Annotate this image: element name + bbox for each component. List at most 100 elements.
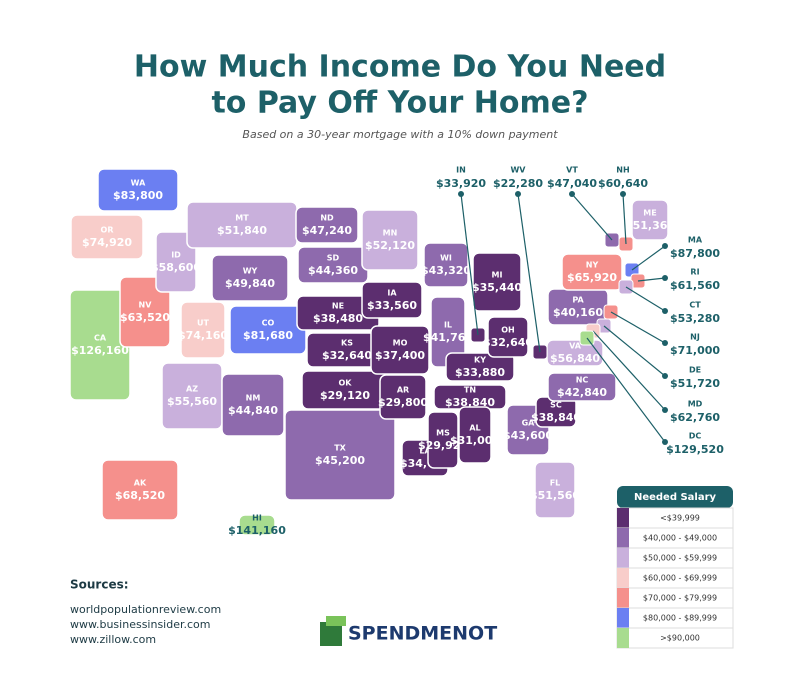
legend-swatch xyxy=(617,588,629,608)
logo-icon xyxy=(320,622,342,646)
state-value: $68,520 xyxy=(115,489,165,502)
state-abbr: AK xyxy=(134,479,147,488)
state-value: $56,840 xyxy=(550,352,600,365)
state-shape xyxy=(97,168,179,212)
callout-value: $129,520 xyxy=(666,443,724,456)
leader-line xyxy=(625,286,666,312)
legend-label: $60,000 - $69,999 xyxy=(643,574,717,583)
state-value: $42,840 xyxy=(557,386,607,399)
state-value: $43,600 xyxy=(503,429,553,442)
state-value: $141,160 xyxy=(228,524,286,537)
state-shape xyxy=(561,253,623,291)
callout-value: $53,280 xyxy=(670,312,720,325)
leader-dot xyxy=(458,191,464,197)
state-abbr: KY xyxy=(474,356,486,365)
state-abbr: AR xyxy=(397,386,409,395)
legend-label: <$39,999 xyxy=(660,514,700,523)
legend-label: $50,000 - $59,999 xyxy=(643,554,717,563)
state-abbr: WY xyxy=(243,267,258,276)
state-value: $51,840 xyxy=(217,224,267,237)
state-abbr: CO xyxy=(262,319,275,328)
state-value: $74,160 xyxy=(178,329,228,342)
state-shape xyxy=(361,281,423,319)
callout-abbr: RI xyxy=(690,268,699,277)
state-shape xyxy=(119,276,171,348)
leader-line xyxy=(592,330,666,411)
callout-abbr: MA xyxy=(688,236,703,245)
state-abbr: TN xyxy=(464,386,476,395)
state-value: $41,760 xyxy=(423,331,473,344)
leader-line xyxy=(517,193,541,353)
state-shape xyxy=(427,411,459,469)
state-shape xyxy=(547,372,617,402)
state-abbr: MN xyxy=(383,229,398,238)
state-shape xyxy=(221,373,285,437)
leader-line xyxy=(571,193,613,241)
leader-dot xyxy=(662,308,668,314)
state-abbr: NM xyxy=(246,394,261,403)
callout-value: $47,040 xyxy=(547,177,597,190)
legend-label: $40,000 - $49,000 xyxy=(643,534,717,543)
state-value: $29,920 xyxy=(418,439,468,452)
state-value: $31,000 xyxy=(450,434,500,447)
state-abbr: ME xyxy=(643,209,656,218)
state-value: $126,160 xyxy=(71,344,129,357)
source: www.zillow.com xyxy=(70,633,156,646)
state-value: $45,200 xyxy=(315,454,365,467)
state-abbr: SD xyxy=(327,254,340,263)
state-value: $81,680 xyxy=(243,329,293,342)
state-shape xyxy=(155,231,197,293)
legend-title: Needed Salary xyxy=(634,492,717,503)
subtitle: Based on a 30-year mortgage with a 10% d… xyxy=(242,128,558,141)
legend-label: $80,000 - $89,999 xyxy=(643,614,717,623)
state-abbr: LA xyxy=(419,447,431,456)
state-shape xyxy=(445,352,515,382)
state-abbr: FL xyxy=(550,479,561,488)
callout-abbr: DC xyxy=(689,432,702,441)
leader-line xyxy=(622,193,627,245)
state-abbr: IL xyxy=(444,321,452,330)
leader-line xyxy=(637,277,666,282)
state-abbr: OH xyxy=(501,326,515,335)
state-value: $35,440 xyxy=(472,281,522,294)
state-shape xyxy=(487,316,529,358)
leader-dot xyxy=(662,407,668,413)
state-abbr: WI xyxy=(440,254,452,263)
callout-value: $33,920 xyxy=(436,177,486,190)
source: worldpopulationreview.com xyxy=(70,603,221,616)
leader-line xyxy=(460,193,479,336)
title-line: to Pay Off Your Home? xyxy=(211,86,588,121)
state-value: $29,120 xyxy=(320,389,370,402)
state-abbr: TX xyxy=(334,444,346,453)
callout-abbr: VT xyxy=(566,166,578,175)
callout-value: $22,280 xyxy=(493,177,543,190)
leader-dot xyxy=(662,340,668,346)
title-line: How Much Income Do You Need xyxy=(134,50,666,85)
state-abbr: ID xyxy=(171,251,181,260)
leader-line xyxy=(603,325,666,377)
state-abbr: MS xyxy=(436,429,450,438)
callout-value: $51,720 xyxy=(670,377,720,390)
state-shape xyxy=(370,325,430,375)
state-value: $29,800 xyxy=(378,396,428,409)
state-abbr: KS xyxy=(341,339,353,348)
state-shape xyxy=(472,252,522,312)
state-value: $58,600 xyxy=(151,261,201,274)
state-value: $43,320 xyxy=(421,264,471,277)
state-abbr: OR xyxy=(101,226,114,235)
logo: SPENDMENOT xyxy=(320,616,497,646)
state-abbr: NV xyxy=(139,301,153,310)
callout-abbr: MD xyxy=(688,400,703,409)
state-shape xyxy=(295,206,359,244)
state-shape xyxy=(238,514,276,536)
sources-title: Sources: xyxy=(70,578,129,592)
leader-dot xyxy=(662,373,668,379)
leader-dot xyxy=(662,243,668,249)
callout-abbr: IN xyxy=(456,166,466,175)
state-abbr: NE xyxy=(332,302,344,311)
state-abbr: AL xyxy=(469,424,480,433)
leader-dot xyxy=(662,275,668,281)
legend-swatch xyxy=(617,528,629,548)
state-abbr: HI xyxy=(252,514,262,523)
